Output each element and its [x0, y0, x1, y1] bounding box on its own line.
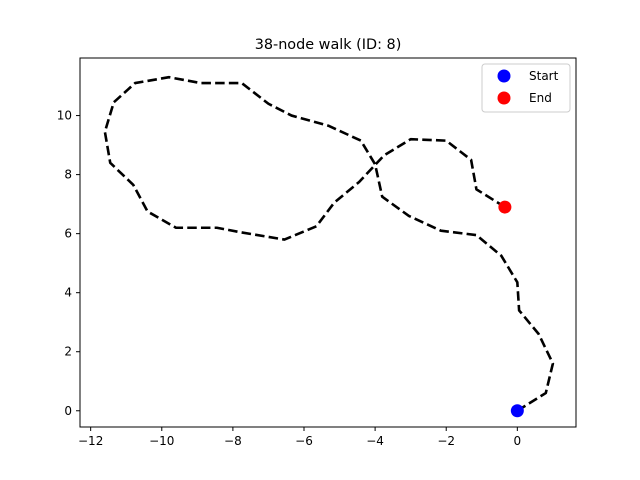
- x-tick-label: −2: [437, 434, 455, 448]
- x-axis: −12 −10 −8 −6 −4 −2 0: [78, 427, 521, 448]
- x-tick-label: −8: [224, 434, 242, 448]
- x-tick-label: 0: [514, 434, 522, 448]
- y-tick-label: 6: [64, 227, 72, 241]
- legend-end-swatch: [497, 91, 511, 105]
- x-tick-label: −10: [149, 434, 174, 448]
- legend: Start End: [481, 63, 571, 113]
- y-tick-label: 2: [64, 345, 72, 359]
- axes-frame: [79, 57, 577, 428]
- y-tick-label: 8: [64, 168, 72, 182]
- chart-title: 38-node walk (ID: 8): [255, 37, 402, 53]
- y-tick-label: 4: [64, 286, 72, 300]
- x-tick-label: −6: [295, 434, 313, 448]
- y-tick-label: 10: [57, 109, 72, 123]
- x-tick-label: −4: [366, 434, 384, 448]
- walk-path-line: [103, 75, 555, 412]
- legend-start-label: Start: [529, 69, 559, 83]
- x-tick-label: −12: [78, 434, 103, 448]
- legend-end-label: End: [529, 91, 552, 105]
- plot-area: [79, 57, 577, 428]
- start-marker: [510, 404, 524, 418]
- y-tick-label: 0: [64, 404, 72, 418]
- legend-start-swatch: [497, 69, 511, 83]
- end-marker: [498, 200, 512, 214]
- y-axis: 0 2 4 6 8 10: [57, 109, 80, 418]
